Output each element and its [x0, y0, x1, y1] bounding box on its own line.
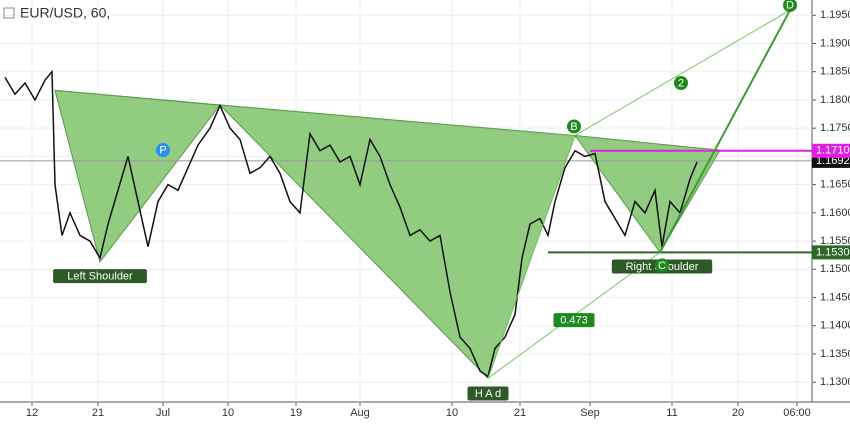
- pattern-line: [574, 9, 791, 136]
- label-badge: [156, 143, 170, 158]
- y-tick-label: 1.1300: [820, 376, 850, 388]
- label-text: P: [159, 145, 166, 157]
- label-badge: [783, 0, 797, 13]
- label-text: Left Shoulder: [67, 270, 133, 282]
- y-tick-label: 1.1550: [820, 235, 850, 247]
- y-tick-label: 1.1400: [820, 320, 850, 332]
- y-tick-label: 1.1600: [820, 207, 850, 219]
- label-text: H A d: [475, 388, 501, 400]
- pattern-line: [487, 135, 576, 379]
- x-tick-label: 10: [446, 407, 458, 419]
- label-text: C: [658, 260, 666, 272]
- x-tick-label: 12: [26, 407, 38, 419]
- y-tick-label: 1.1650: [820, 179, 850, 191]
- y-tick-label: 1.1500: [820, 263, 850, 275]
- price-line: [4, 69, 698, 378]
- x-tick-label: 21: [514, 407, 526, 419]
- x-tick-label: 06:00: [783, 407, 811, 419]
- price-level-label: 1.1692: [816, 155, 850, 167]
- label-text: 0.473: [560, 315, 588, 327]
- price-level-label: 1.1530: [816, 246, 850, 258]
- x-tick-label: 10: [222, 407, 234, 419]
- y-tick-label: 1.1850: [820, 66, 850, 78]
- label-box: [553, 313, 595, 328]
- x-tick-label: Sep: [580, 407, 600, 419]
- pattern-shape: [573, 134, 721, 254]
- price-level-box: [812, 143, 850, 158]
- x-tick-label: 19: [290, 407, 302, 419]
- label-box: [467, 386, 509, 401]
- label-badge: [567, 119, 581, 134]
- y-tick-label: 1.1450: [820, 291, 850, 303]
- y-tick-label: 1.1800: [820, 94, 850, 106]
- label-badge: [674, 75, 688, 90]
- y-tick-label: 1.1350: [820, 348, 850, 360]
- x-tick-label: 21: [92, 407, 104, 419]
- label-badge: [655, 258, 669, 273]
- x-tick-label: Aug: [350, 407, 370, 419]
- x-tick-label: 20: [732, 407, 744, 419]
- label-box: [53, 269, 147, 284]
- symbol-title: EUR/USD, 60,: [20, 5, 110, 21]
- x-tick-label: 11: [666, 407, 677, 419]
- label-text: B: [570, 121, 577, 133]
- price-level-box: [812, 245, 850, 260]
- label-text: D: [786, 0, 794, 11]
- pattern-line: [659, 9, 791, 253]
- x-tick-label: Jul: [156, 407, 170, 419]
- price-level-label: 1.1710: [816, 145, 850, 157]
- y-tick-label: 1.1750: [820, 122, 850, 134]
- y-tick-label: 1.1950: [820, 9, 850, 21]
- collapse-icon: [3, 7, 15, 19]
- label-text: 2: [678, 77, 684, 89]
- y-tick-label: 1.1900: [820, 37, 850, 49]
